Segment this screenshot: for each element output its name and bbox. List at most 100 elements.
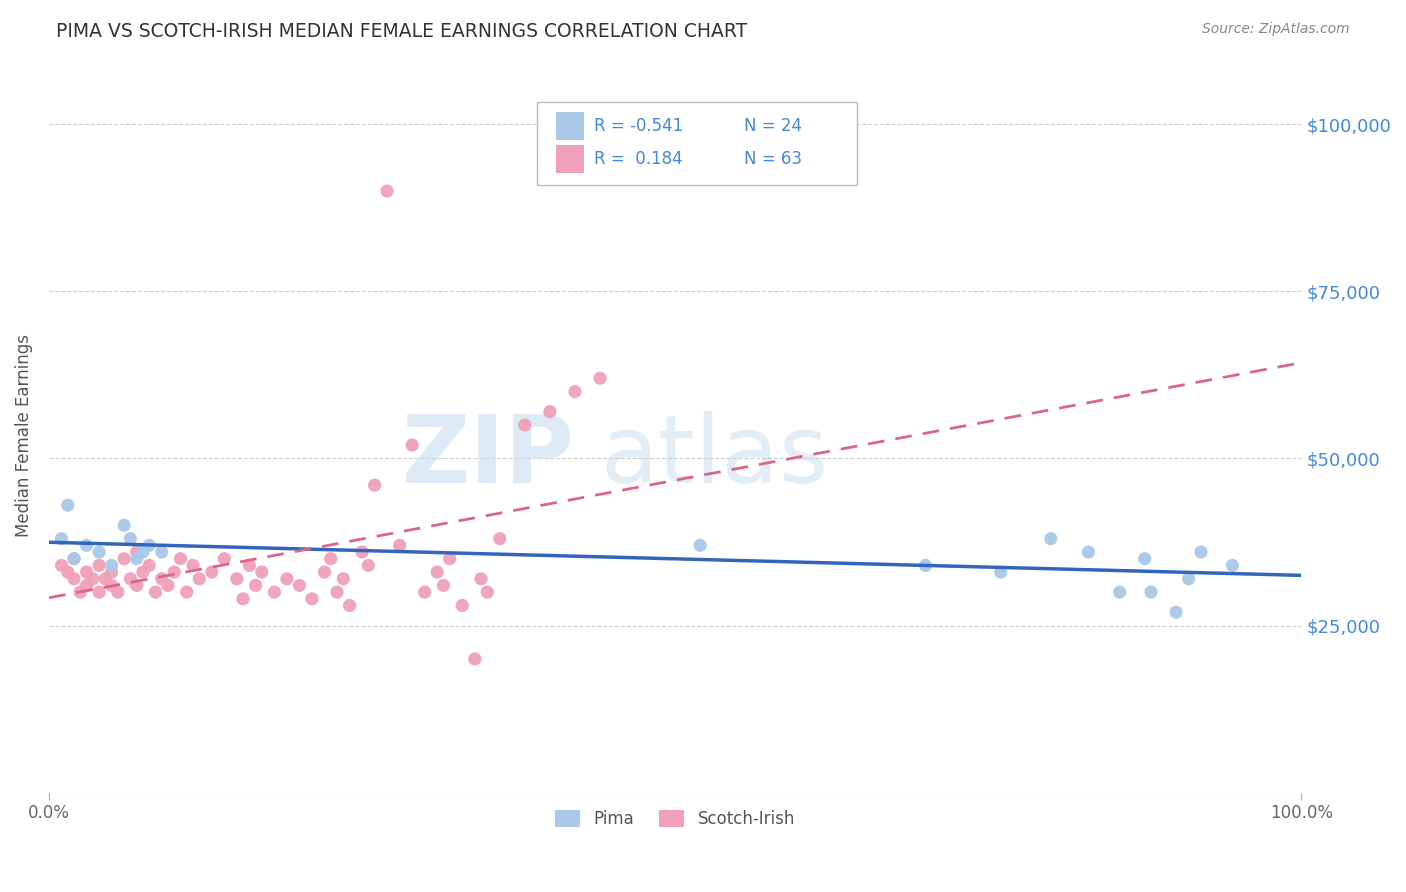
Text: N = 24: N = 24 [744, 117, 801, 135]
Point [176, 585, 198, 599]
Point [163, 565, 186, 579]
Point [201, 565, 224, 579]
Y-axis label: Median Female Earnings: Median Female Earnings [15, 334, 32, 537]
Text: Source: ZipAtlas.com: Source: ZipAtlas.com [1202, 22, 1350, 37]
Point [1140, 585, 1163, 599]
Point [1039, 532, 1062, 546]
Point [1077, 545, 1099, 559]
Point [589, 371, 612, 385]
Point [138, 538, 160, 552]
Point [107, 585, 129, 599]
Point [1133, 551, 1156, 566]
Point [232, 591, 254, 606]
Point [120, 532, 142, 546]
Point [63, 551, 86, 566]
Point [319, 551, 342, 566]
Point [363, 478, 385, 492]
Point [181, 558, 204, 573]
Point [1222, 558, 1244, 573]
Point [488, 532, 510, 546]
Point [470, 572, 492, 586]
Point [477, 585, 499, 599]
Point [464, 652, 486, 666]
Point [132, 545, 155, 559]
Point [51, 532, 73, 546]
Point [339, 599, 361, 613]
Text: ZIP: ZIP [402, 410, 575, 502]
Point [125, 578, 148, 592]
Legend: Pima, Scotch-Irish: Pima, Scotch-Irish [548, 803, 801, 834]
Point [125, 545, 148, 559]
Point [388, 538, 411, 552]
Point [1108, 585, 1130, 599]
Point [94, 572, 117, 586]
Point [432, 578, 454, 592]
Point [332, 572, 354, 586]
Point [451, 599, 474, 613]
Point [120, 572, 142, 586]
Point [156, 578, 179, 592]
Point [276, 572, 298, 586]
Point [51, 558, 73, 573]
Point [76, 538, 98, 552]
Point [357, 558, 380, 573]
Point [100, 565, 122, 579]
Point [150, 572, 173, 586]
Point [56, 498, 79, 512]
FancyBboxPatch shape [557, 145, 583, 172]
Point [169, 551, 191, 566]
Point [413, 585, 436, 599]
Point [132, 565, 155, 579]
Point [375, 184, 398, 198]
Point [288, 578, 311, 592]
Point [1164, 605, 1187, 619]
Point [538, 404, 561, 418]
Point [145, 585, 167, 599]
Point [238, 558, 260, 573]
Point [914, 558, 936, 573]
Point [125, 551, 148, 566]
Point [100, 558, 122, 573]
Point [689, 538, 711, 552]
Point [263, 585, 285, 599]
FancyBboxPatch shape [557, 112, 583, 140]
Text: R = -0.541: R = -0.541 [593, 117, 683, 135]
Point [56, 565, 79, 579]
Point [112, 551, 135, 566]
Point [112, 518, 135, 533]
Point [1189, 545, 1212, 559]
Point [100, 578, 122, 592]
Point [301, 591, 323, 606]
Point [87, 545, 110, 559]
Text: atlas: atlas [600, 410, 828, 502]
Point [138, 558, 160, 573]
Point [250, 565, 273, 579]
Point [326, 585, 349, 599]
Point [76, 565, 98, 579]
Point [564, 384, 586, 399]
Point [63, 551, 86, 566]
Point [990, 565, 1012, 579]
Point [69, 585, 91, 599]
Point [245, 578, 267, 592]
Point [225, 572, 247, 586]
Point [87, 585, 110, 599]
Point [76, 578, 98, 592]
Point [63, 572, 86, 586]
Point [439, 551, 461, 566]
Point [188, 572, 211, 586]
Point [1177, 572, 1199, 586]
Point [82, 572, 104, 586]
Point [150, 545, 173, 559]
Text: PIMA VS SCOTCH-IRISH MEDIAN FEMALE EARNINGS CORRELATION CHART: PIMA VS SCOTCH-IRISH MEDIAN FEMALE EARNI… [56, 22, 748, 41]
Point [214, 551, 236, 566]
Point [426, 565, 449, 579]
Point [401, 438, 423, 452]
Point [352, 545, 374, 559]
Text: N = 63: N = 63 [744, 150, 801, 168]
Point [513, 417, 536, 432]
Point [314, 565, 336, 579]
Point [87, 558, 110, 573]
FancyBboxPatch shape [537, 103, 856, 185]
Text: R =  0.184: R = 0.184 [593, 150, 682, 168]
